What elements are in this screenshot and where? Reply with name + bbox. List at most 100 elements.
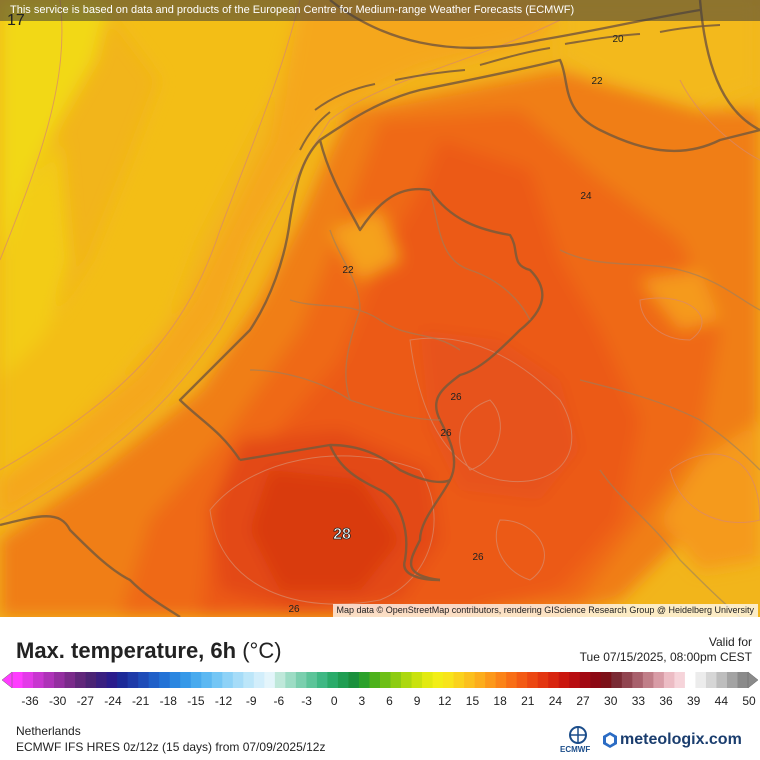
legend-tick-label: -36 <box>21 694 39 708</box>
legend-tick-label: 50 <box>742 694 756 708</box>
legend-tick-label: 12 <box>438 694 452 708</box>
legend-swatch <box>422 672 434 688</box>
legend-tick-label: 39 <box>687 694 701 708</box>
legend-tick-label: 44 <box>714 694 729 708</box>
model-info: ECMWF IFS HRES 0z/12z (15 days) from 07/… <box>16 740 326 754</box>
legend-swatch <box>611 672 623 688</box>
legend-swatch <box>485 672 497 688</box>
valid-date: Tue 07/15/2025, 08:00pm CEST <box>579 650 752 664</box>
contour-label: 24 <box>580 191 592 202</box>
wadden-islands <box>299 24 721 151</box>
legend-swatch <box>285 672 297 688</box>
legend-swatch <box>695 672 707 688</box>
title-unit: (°C) <box>242 638 282 663</box>
legend-swatch <box>274 672 286 688</box>
legend-swatch <box>642 672 654 688</box>
legend-swatch <box>106 672 118 688</box>
contour-label: 22 <box>591 76 603 87</box>
legend-tick-label: -12 <box>214 694 233 708</box>
legend-swatch <box>537 672 549 688</box>
ecmwf-banner: This service is based on data and produc… <box>0 0 760 21</box>
legend-tick-label: 3 <box>358 694 366 708</box>
legend-tick-label: 9 <box>413 694 421 708</box>
corner-value-label: 17 <box>7 12 25 29</box>
legend-swatch <box>411 672 423 688</box>
legend-swatch <box>358 672 371 688</box>
legend-swatch <box>443 672 455 688</box>
legend-tick-label: 27 <box>576 694 590 708</box>
legend-swatch <box>401 672 413 688</box>
ecmwf-icon <box>569 726 587 744</box>
valid-label: Valid for <box>708 635 752 649</box>
legend-swatch <box>590 672 602 688</box>
legend-swatch <box>43 672 55 688</box>
legend-swatch <box>558 672 570 688</box>
legend-swatch <box>432 672 444 688</box>
legend-tick-label: -18 <box>159 694 177 708</box>
temperature-field <box>0 0 760 617</box>
legend-swatch <box>569 672 581 688</box>
chart-title: Max. temperature, 6h (°C) <box>16 638 282 664</box>
legend-swatch <box>327 672 339 688</box>
legend-swatch <box>674 672 686 688</box>
legend-swatch <box>632 672 644 688</box>
legend-arrow-high <box>747 671 759 689</box>
legend-swatch <box>600 672 612 688</box>
province-borders <box>249 189 760 617</box>
legend-swatch <box>516 672 528 688</box>
legend-swatch <box>190 672 202 688</box>
map-credits[interactable]: Map data © OpenStreetMap contributors, r… <box>332 604 758 617</box>
legend-swatch <box>390 672 402 688</box>
map-canvas: 20 22 24 22 26 26 26 26 28 <box>0 0 760 617</box>
legend-ticks: -36 -30 -27 -24 -21 -18 -15 -12 -9 -6 -3 0 3 6 9 12 15 18… <box>0 694 760 710</box>
legend-swatch <box>96 672 108 688</box>
legend-swatch <box>201 672 213 688</box>
isotherm-contours <box>0 0 760 605</box>
legend-swatch <box>663 672 675 688</box>
legend-swatch <box>506 672 518 688</box>
legend-swatch <box>380 672 392 688</box>
color-legend <box>1 671 759 689</box>
temperature-map[interactable]: 20 22 24 22 26 26 26 26 28 This service … <box>0 0 760 617</box>
legend-swatch <box>180 672 192 688</box>
meteologix-logo[interactable]: meteologix.com <box>620 731 742 748</box>
legend-tick-label: 0 <box>330 694 338 708</box>
borders-coastline <box>0 0 760 617</box>
legend-swatch <box>495 672 507 688</box>
legend-swatch <box>33 672 45 688</box>
contour-label: 26 <box>472 552 484 563</box>
legend-swatch <box>464 672 476 688</box>
contour-label: 22 <box>342 265 354 276</box>
legend-tick-label: 21 <box>521 694 535 708</box>
legend-swatch <box>138 672 150 688</box>
legend-swatch <box>621 672 633 688</box>
legend-swatch <box>127 672 139 688</box>
contour-label: 20 <box>612 34 624 45</box>
legend-tick-label: -15 <box>187 694 205 708</box>
legend-arrow-low <box>1 671 13 689</box>
legend-swatch <box>169 672 181 688</box>
legend-swatch <box>159 672 171 688</box>
legend-swatch <box>75 672 87 688</box>
legend-tick-label: 15 <box>465 694 480 708</box>
legend-tick-label: -6 <box>273 694 285 708</box>
legend-swatch <box>22 672 34 688</box>
meteologix-icon <box>603 732 617 748</box>
legend-swatch <box>474 672 486 688</box>
contour-label: 26 <box>450 392 462 403</box>
legend-tick-label: -21 <box>131 694 150 708</box>
legend-tick-label: 30 <box>604 694 618 708</box>
contour-labels: 20 22 24 22 26 26 26 26 <box>288 34 624 615</box>
ecmwf-logo-text: ECMWF <box>560 745 591 754</box>
legend-swatch <box>211 672 223 688</box>
ecmwf-logo[interactable]: ECMWF <box>560 726 596 756</box>
legend-swatch <box>295 672 307 688</box>
legend-swatch <box>64 672 76 688</box>
legend-swatch <box>148 672 160 688</box>
legend-swatch <box>369 672 381 688</box>
legend-swatch <box>222 672 234 688</box>
legend-swatch <box>12 672 24 688</box>
legend-swatch <box>85 672 97 688</box>
legend-swatch <box>653 672 665 688</box>
legend-tick-label: 6 <box>386 694 393 708</box>
